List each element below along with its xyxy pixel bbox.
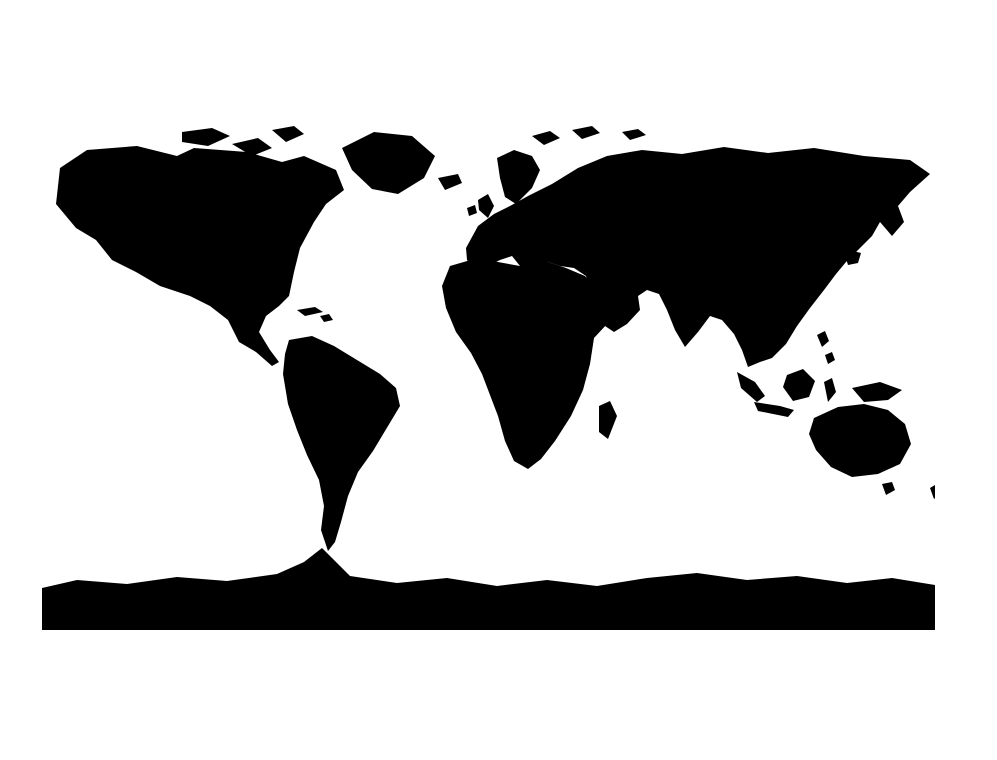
landmass-arctic-islands: [182, 126, 646, 156]
landmass-british-isles: [467, 194, 494, 218]
landmass-africa: [442, 259, 613, 469]
landmass-antarctica: [42, 548, 935, 630]
landmass-north-america: [56, 146, 344, 366]
landmass-eurasia: [466, 147, 930, 367]
continents-layer: [42, 126, 935, 630]
landmass-madagascar: [599, 401, 617, 439]
landmass-southeast-asia-islands: [737, 331, 902, 417]
landmass-iceland: [438, 174, 462, 190]
landmass-australia: [809, 404, 911, 495]
landmass-new-zealand: [930, 485, 935, 499]
world-map-svg: [42, 126, 935, 630]
landmass-caribbean: [297, 307, 333, 322]
landmass-japan: [842, 235, 861, 265]
world-map: [42, 110, 935, 630]
landmass-scandinavia: [497, 150, 540, 204]
landmass-greenland: [342, 132, 435, 194]
landmass-south-america: [283, 336, 400, 551]
